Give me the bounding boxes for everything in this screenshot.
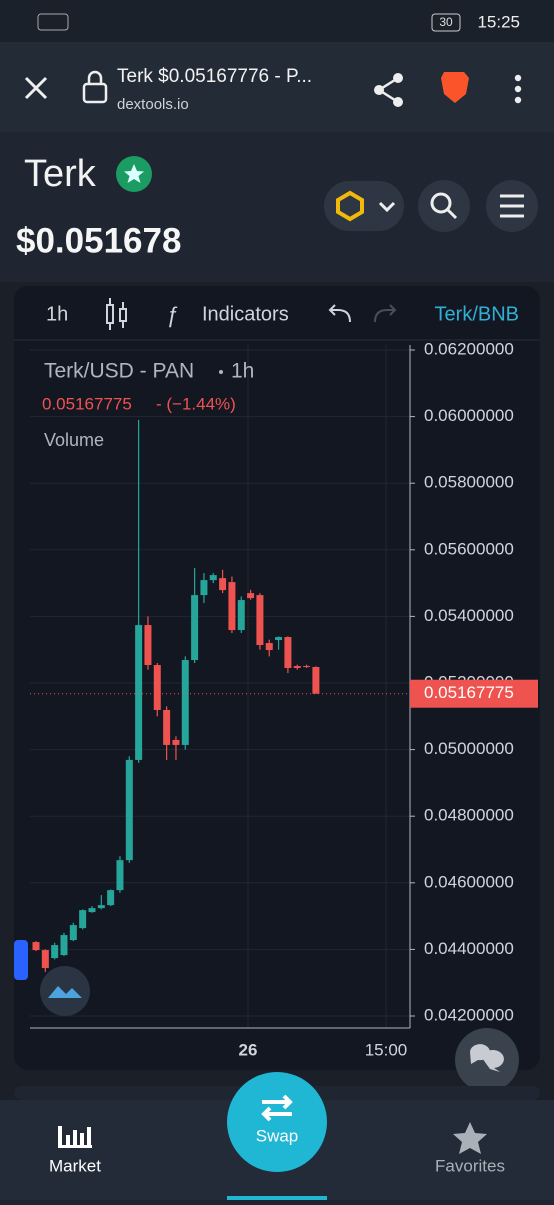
legend-interval: 1h (231, 360, 254, 383)
star-icon (124, 164, 144, 183)
swap-icon (261, 1094, 293, 1122)
y-tick-label: 0.05600000 (424, 539, 514, 558)
y-tick-label: 0.05800000 (424, 473, 514, 492)
legend-symbol: Terk/USD - PAN (44, 360, 194, 383)
side-handle[interactable] (14, 940, 28, 980)
candle-body (237, 600, 245, 631)
brave-icon[interactable] (441, 72, 469, 103)
candle-body (97, 905, 105, 909)
page-title[interactable]: Terk $0.05167776 - P... (117, 66, 312, 87)
y-tick-label: 0.05400000 (424, 606, 514, 625)
y-tick-label: 0.04600000 (424, 872, 514, 891)
candle-body (293, 666, 301, 669)
search-icon (430, 192, 452, 214)
candle-body (181, 660, 189, 745)
search-button[interactable] (418, 180, 470, 232)
undo-button[interactable] (328, 304, 351, 323)
swap-button[interactable] (227, 1072, 327, 1172)
menu-button[interactable] (514, 74, 522, 104)
pair-button[interactable]: Terk/BNB (435, 303, 519, 325)
market-tab[interactable]: Market (49, 1156, 101, 1175)
candle-body (209, 575, 217, 581)
page-domain[interactable]: dextools.io (117, 96, 189, 113)
favorites-icon (453, 1122, 487, 1154)
favorites-tab[interactable]: Favorites (435, 1156, 505, 1175)
candle-body (228, 582, 236, 631)
candle-body (41, 950, 49, 969)
candle-body (265, 643, 273, 651)
plot: 0.06200000 0.06000000 0.05800000 0.05600000… (30, 339, 538, 1059)
candle-body (219, 578, 227, 591)
redo-button[interactable] (374, 304, 397, 323)
candle-body (163, 709, 171, 745)
candle-body (116, 860, 124, 891)
candle-body (275, 637, 283, 641)
search-handle (446, 208, 458, 220)
close-button[interactable] (24, 76, 48, 100)
chart-card (14, 286, 540, 1070)
legend-change: - (−1.44%) (156, 394, 236, 413)
legend-volume: Volume (44, 430, 104, 450)
candle-body (51, 945, 59, 959)
market-icon (58, 1126, 92, 1148)
y-tick-label: 0.06200000 (424, 339, 514, 358)
legend-dot (219, 370, 223, 374)
indicators-button[interactable]: Indicators (202, 303, 289, 325)
interval-button[interactable]: 1h (46, 303, 68, 325)
share-button[interactable] (374, 73, 403, 107)
y-tick-label: 0.04200000 (424, 1005, 514, 1024)
status-bar (0, 0, 554, 42)
chat-icon (470, 1044, 504, 1072)
last-price-label: 0.05167775 (424, 683, 514, 702)
candle-body (32, 942, 40, 951)
candle-type-button[interactable] (106, 298, 127, 330)
battery-level: 30 (439, 15, 453, 29)
candle-body (144, 625, 152, 666)
y-tick-label: 0.05000000 (424, 739, 514, 758)
legend-last: 0.05167775 (42, 394, 132, 413)
clock: 15:25 (477, 12, 520, 31)
candle-body (200, 580, 208, 596)
logo-button[interactable] (40, 966, 90, 1016)
hamburger-icon (500, 194, 524, 218)
logo-icon (48, 986, 82, 998)
token-price: $0.051678 (16, 221, 181, 260)
token-name: Terk (24, 153, 97, 195)
swap-label: Swap (256, 1126, 299, 1145)
candle-body (172, 739, 180, 745)
candle-body (153, 665, 161, 710)
battery-icon (431, 13, 461, 32)
chevron (378, 201, 396, 213)
candle-body (135, 625, 143, 760)
candle-body (312, 667, 320, 694)
y-tick-label: 0.06000000 (424, 406, 514, 425)
candle-body (303, 666, 311, 668)
lock-icon (82, 82, 108, 104)
lock-shackle (87, 70, 103, 84)
x-tick-label: 26 (239, 1040, 258, 1059)
candle-body (88, 908, 96, 913)
candle-body (107, 890, 115, 906)
candle-body (284, 637, 292, 669)
y-tick-label: 0.04400000 (424, 939, 514, 958)
y-tick-label: 0.04800000 (424, 806, 514, 825)
candle-body (256, 595, 264, 646)
x-tick-label: 15:00 (365, 1040, 408, 1059)
fx-icon: ƒ (166, 302, 178, 327)
last-price-box (410, 679, 538, 708)
candle-body (60, 935, 68, 956)
bnb-icon (336, 190, 364, 222)
candle-body (191, 595, 199, 661)
volte-icon (37, 13, 69, 31)
active-indicator (227, 1196, 327, 1200)
candle-body (125, 759, 133, 861)
candle-body (79, 910, 87, 929)
candle-body (69, 925, 77, 941)
candle-body (247, 593, 255, 599)
